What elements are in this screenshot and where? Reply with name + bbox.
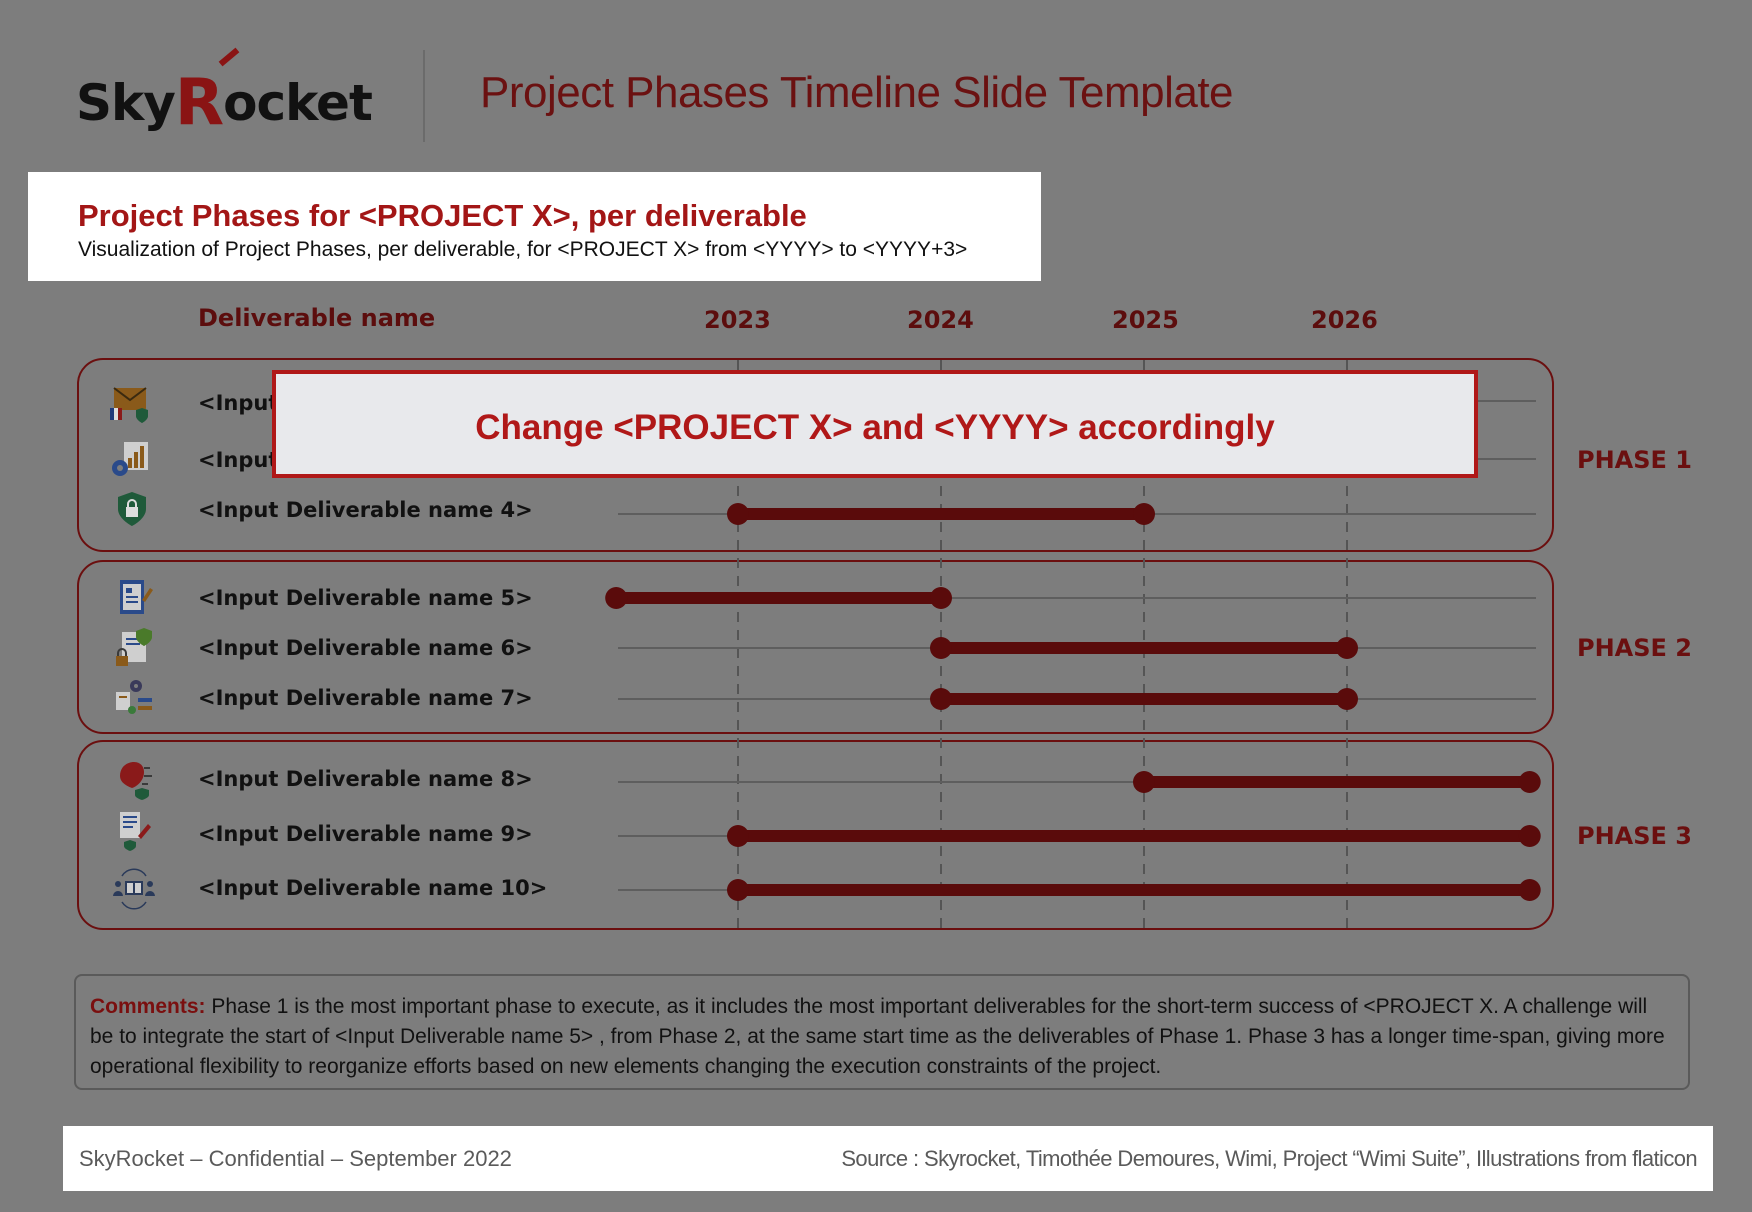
year-header-2025: 2025 <box>1112 306 1179 334</box>
bar-start-point <box>930 637 952 659</box>
phase-1-label: PHASE 1 <box>1577 446 1692 474</box>
year-header-2023: 2023 <box>704 306 771 334</box>
deliverable-label-9: <Input Deliverable name 9> <box>198 822 533 846</box>
bar-start-point <box>727 825 749 847</box>
bar-end-point <box>1133 503 1155 525</box>
deliverable-label-6: <Input Deliverable name 6> <box>198 636 533 660</box>
phase-3-label: PHASE 3 <box>1577 822 1692 850</box>
settings-checklist-icon <box>116 680 152 714</box>
comments-text: Comments: Phase 1 is the most important … <box>90 992 1674 1082</box>
bar-start-point <box>727 503 749 525</box>
phase-1-box <box>77 358 1554 552</box>
comments-body: Phase 1 is the most important phase to e… <box>90 995 1665 1078</box>
deliverable-name-header: Deliverable name <box>198 304 436 332</box>
comments-label: Comments: <box>90 995 206 1018</box>
bar-start-point <box>930 688 952 710</box>
bar-start-point <box>605 587 628 609</box>
footer-source: Source : Skyrocket, Timothée Demoures, W… <box>841 1146 1697 1171</box>
page-title: Project Phases Timeline Slide Template <box>480 68 1234 117</box>
deliverable-label-7: <Input Deliverable name 7> <box>198 686 533 710</box>
secure-document-icon <box>116 628 152 666</box>
deliverable-label-3: <Input <box>198 448 279 472</box>
bar-end-point <box>930 587 952 609</box>
phase-2-label: PHASE 2 <box>1577 634 1692 662</box>
bar-end-point <box>1518 825 1541 847</box>
overlay-notice-text: Change <PROJECT X> and <YYYY> accordingl… <box>475 408 1275 447</box>
skyrocket-logo: SkyRocket <box>76 40 406 140</box>
subtitle-title: Project Phases for <PROJECT X>, per deli… <box>78 198 807 233</box>
bar-end-point <box>1518 771 1541 793</box>
overlay-notice: Change <PROJECT X> and <YYYY> accordingl… <box>272 370 1478 478</box>
brain-network-icon <box>120 762 152 800</box>
year-header-2026: 2026 <box>1311 306 1378 334</box>
deliverable-label-8: <Input Deliverable name 8> <box>198 767 533 791</box>
logo-text: SkyRocket <box>76 66 373 140</box>
phase-2-box <box>77 560 1554 734</box>
document-edit-icon <box>120 812 151 851</box>
footer-confidential: SkyRocket – Confidential – September 202… <box>79 1146 512 1171</box>
deliverable-label-5: <Input Deliverable name 5> <box>198 586 533 610</box>
collaboration-icon <box>113 868 155 910</box>
mail-shield-icon <box>110 387 148 423</box>
bar-end-point <box>1518 879 1541 901</box>
analytics-gear-icon <box>112 442 148 476</box>
footer: SkyRocket – Confidential – September 202… <box>63 1126 1713 1191</box>
security-shield-icon <box>118 492 146 526</box>
year-header-2024: 2024 <box>907 306 974 334</box>
deliverable-label-10: <Input Deliverable name 10> <box>198 876 548 900</box>
comments-box: Comments: Phase 1 is the most important … <box>74 974 1690 1090</box>
header-divider <box>423 50 425 142</box>
deliverable-label-4: <Input Deliverable name 4> <box>198 498 533 522</box>
document-sign-icon <box>120 580 153 614</box>
bar-end-point <box>1336 637 1358 659</box>
subtitle-text: Visualization of Project Phases, per del… <box>78 238 968 261</box>
phase-3-box <box>77 740 1554 930</box>
deliverable-label-2: <Input <box>198 391 279 415</box>
bar-end-point <box>1336 688 1358 710</box>
subtitle-box: Project Phases for <PROJECT X>, per deli… <box>28 172 1041 281</box>
bar-start-point <box>727 879 749 901</box>
bar-start-point <box>1133 771 1155 793</box>
